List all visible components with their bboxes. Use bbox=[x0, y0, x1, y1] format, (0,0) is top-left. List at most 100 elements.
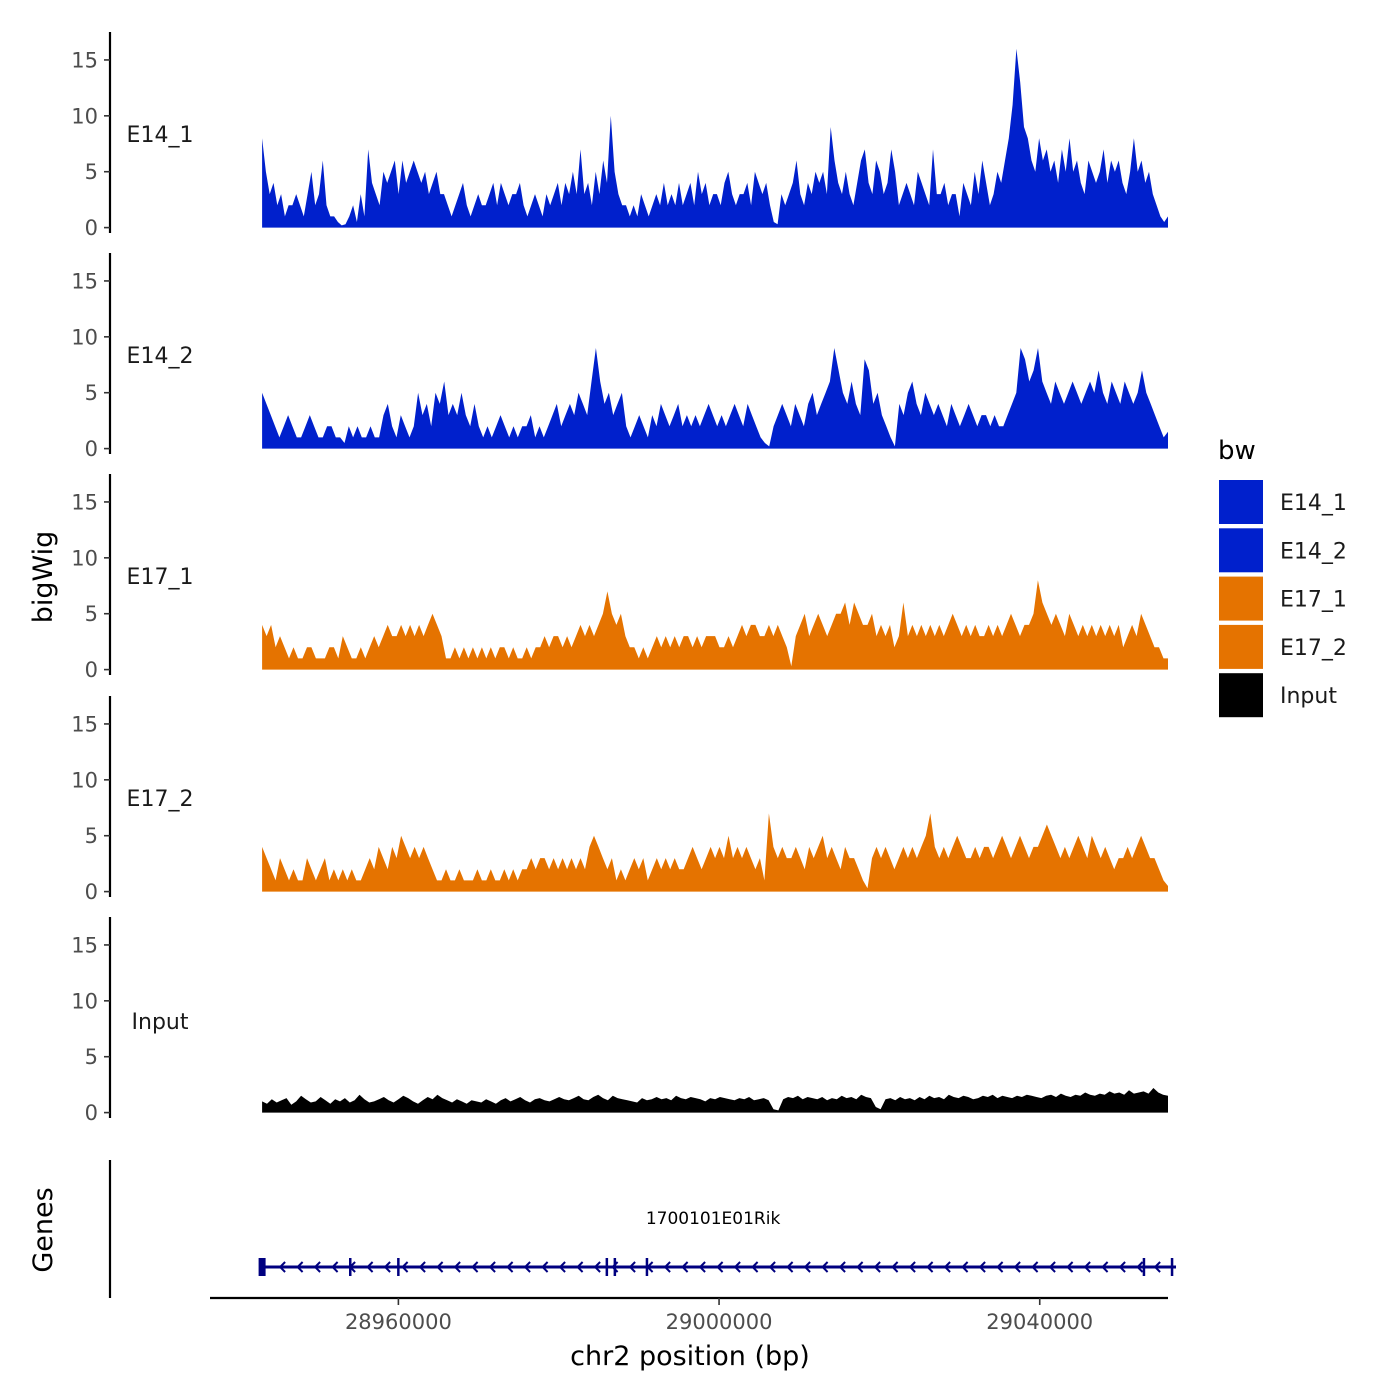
legend-label: E14_1 bbox=[1280, 491, 1347, 516]
y-tick-label: 5 bbox=[85, 602, 98, 626]
strand-arrow bbox=[628, 1261, 636, 1273]
strand-arrow bbox=[908, 1261, 916, 1273]
strand-arrow bbox=[296, 1261, 304, 1273]
strand-arrow bbox=[523, 1261, 531, 1273]
y-tick-label: 10 bbox=[71, 768, 98, 792]
y-tick-label: 15 bbox=[71, 490, 98, 514]
x-axis: 28960000 29000000 29040000 bbox=[210, 1296, 1168, 1334]
track-E14_1: 0 5 10 15 E14_1 bbox=[71, 32, 1169, 240]
y-tick-label: 15 bbox=[71, 269, 98, 293]
strand-arrow bbox=[541, 1261, 549, 1273]
strand-arrow bbox=[716, 1261, 724, 1273]
strand-arrow bbox=[488, 1261, 496, 1273]
exon bbox=[605, 1258, 609, 1276]
y-tick-label: 0 bbox=[85, 216, 98, 240]
strand-arrow bbox=[576, 1261, 584, 1273]
y-tick-label: 15 bbox=[71, 48, 98, 72]
strand-arrow bbox=[1031, 1261, 1039, 1273]
legend-key-Input bbox=[1219, 673, 1263, 718]
gene-label: 1700101E01Rik bbox=[646, 1209, 781, 1229]
strand-arrow bbox=[838, 1261, 846, 1273]
signal-area-E14_2 bbox=[262, 348, 1169, 449]
signal-area-Input bbox=[262, 1088, 1169, 1113]
track-label: E14_1 bbox=[127, 123, 194, 148]
strand-arrow bbox=[803, 1261, 811, 1273]
track-label: E17_1 bbox=[127, 565, 194, 590]
strand-arrow bbox=[996, 1261, 1004, 1273]
exon bbox=[349, 1258, 352, 1276]
y-tick-label: 5 bbox=[85, 160, 98, 184]
track-E14_2: 0 5 10 15 E14_2 bbox=[71, 253, 1169, 461]
signal-area-E17_1 bbox=[262, 580, 1169, 670]
strand-arrow bbox=[1048, 1261, 1056, 1273]
strand-arrow bbox=[681, 1261, 689, 1273]
strand-arrow bbox=[471, 1261, 479, 1273]
x-tick-label: 29000000 bbox=[666, 1310, 773, 1334]
strand-arrow bbox=[1153, 1261, 1161, 1273]
strand-arrow bbox=[1013, 1261, 1021, 1273]
legend-key-E17_2 bbox=[1219, 624, 1263, 669]
y-tick-label: 0 bbox=[85, 658, 98, 682]
exon bbox=[1170, 1258, 1174, 1276]
track-E17_1: 0 5 10 15 E17_1 bbox=[71, 474, 1169, 682]
exon bbox=[613, 1258, 617, 1276]
track-label: E14_2 bbox=[127, 344, 194, 369]
y-tick-label: 0 bbox=[85, 880, 98, 904]
track-label: E17_2 bbox=[127, 787, 194, 812]
strand-arrow bbox=[978, 1261, 986, 1273]
strand-arrow bbox=[751, 1261, 759, 1273]
strand-arrow bbox=[1101, 1261, 1109, 1273]
y-tick-label: 15 bbox=[71, 712, 98, 736]
gene-panel: 1700101E01Rik bbox=[108, 1160, 1177, 1298]
exon bbox=[645, 1258, 649, 1276]
strand-arrow bbox=[926, 1261, 934, 1273]
strand-arrow bbox=[383, 1261, 391, 1273]
x-tick-label: 28960000 bbox=[345, 1310, 452, 1334]
strand-arrow bbox=[768, 1261, 776, 1273]
strand-arrow bbox=[366, 1261, 374, 1273]
exon bbox=[1142, 1258, 1146, 1276]
legend-label: E14_2 bbox=[1280, 539, 1347, 564]
strand-arrow bbox=[331, 1261, 339, 1273]
strand-arrow bbox=[733, 1261, 741, 1273]
y-axis-title: bigWig bbox=[28, 531, 59, 624]
legend-key-E17_1 bbox=[1219, 576, 1263, 621]
track-Input: 0 5 10 15 Input bbox=[71, 917, 1169, 1125]
track-label: Input bbox=[132, 1010, 189, 1035]
strand-arrow bbox=[1118, 1261, 1126, 1273]
y-tick-label: 10 bbox=[71, 325, 98, 349]
strand-arrow bbox=[1136, 1261, 1144, 1273]
y-tick-label: 5 bbox=[85, 824, 98, 848]
strand-arrow bbox=[418, 1261, 426, 1273]
exon bbox=[258, 1258, 266, 1276]
y-tick-label: 15 bbox=[71, 933, 98, 957]
strand-arrow bbox=[873, 1261, 881, 1273]
strand-arrow bbox=[401, 1261, 409, 1273]
strand-arrow bbox=[436, 1261, 444, 1273]
strand-arrow bbox=[313, 1261, 321, 1273]
legend: bw E14_1 E14_2 E17_1 E17_2 Input bbox=[1218, 436, 1347, 718]
y-tick-label: 10 bbox=[71, 989, 98, 1013]
x-tick-label: 29040000 bbox=[986, 1310, 1093, 1334]
y-tick-label: 10 bbox=[71, 546, 98, 570]
track-panels: 0 5 10 15 E14_1 0 5 10 15 E14_2 0 5 10 15 E17_1 0 5 10 15 E… bbox=[71, 32, 1169, 1125]
legend-key-E14_1 bbox=[1219, 480, 1263, 524]
strand-arrow bbox=[558, 1261, 566, 1273]
exon bbox=[397, 1258, 400, 1276]
strand-arrow bbox=[821, 1261, 829, 1273]
strand-arrow bbox=[453, 1261, 461, 1273]
legend-title: bw bbox=[1218, 436, 1256, 466]
y-tick-label: 5 bbox=[85, 381, 98, 405]
signal-area-E17_2 bbox=[262, 813, 1169, 892]
strand-arrow bbox=[891, 1261, 899, 1273]
strand-arrow bbox=[663, 1261, 671, 1273]
strand-arrow bbox=[506, 1261, 514, 1273]
legend-label: Input bbox=[1280, 684, 1337, 709]
x-axis-title: chr2 position (bp) bbox=[570, 1341, 810, 1372]
y-tick-label: 0 bbox=[85, 1101, 98, 1125]
track-E17_2: 0 5 10 15 E17_2 bbox=[71, 696, 1169, 904]
strand-arrow bbox=[961, 1261, 969, 1273]
legend-label: E17_2 bbox=[1280, 636, 1347, 661]
strand-arrow bbox=[786, 1261, 794, 1273]
